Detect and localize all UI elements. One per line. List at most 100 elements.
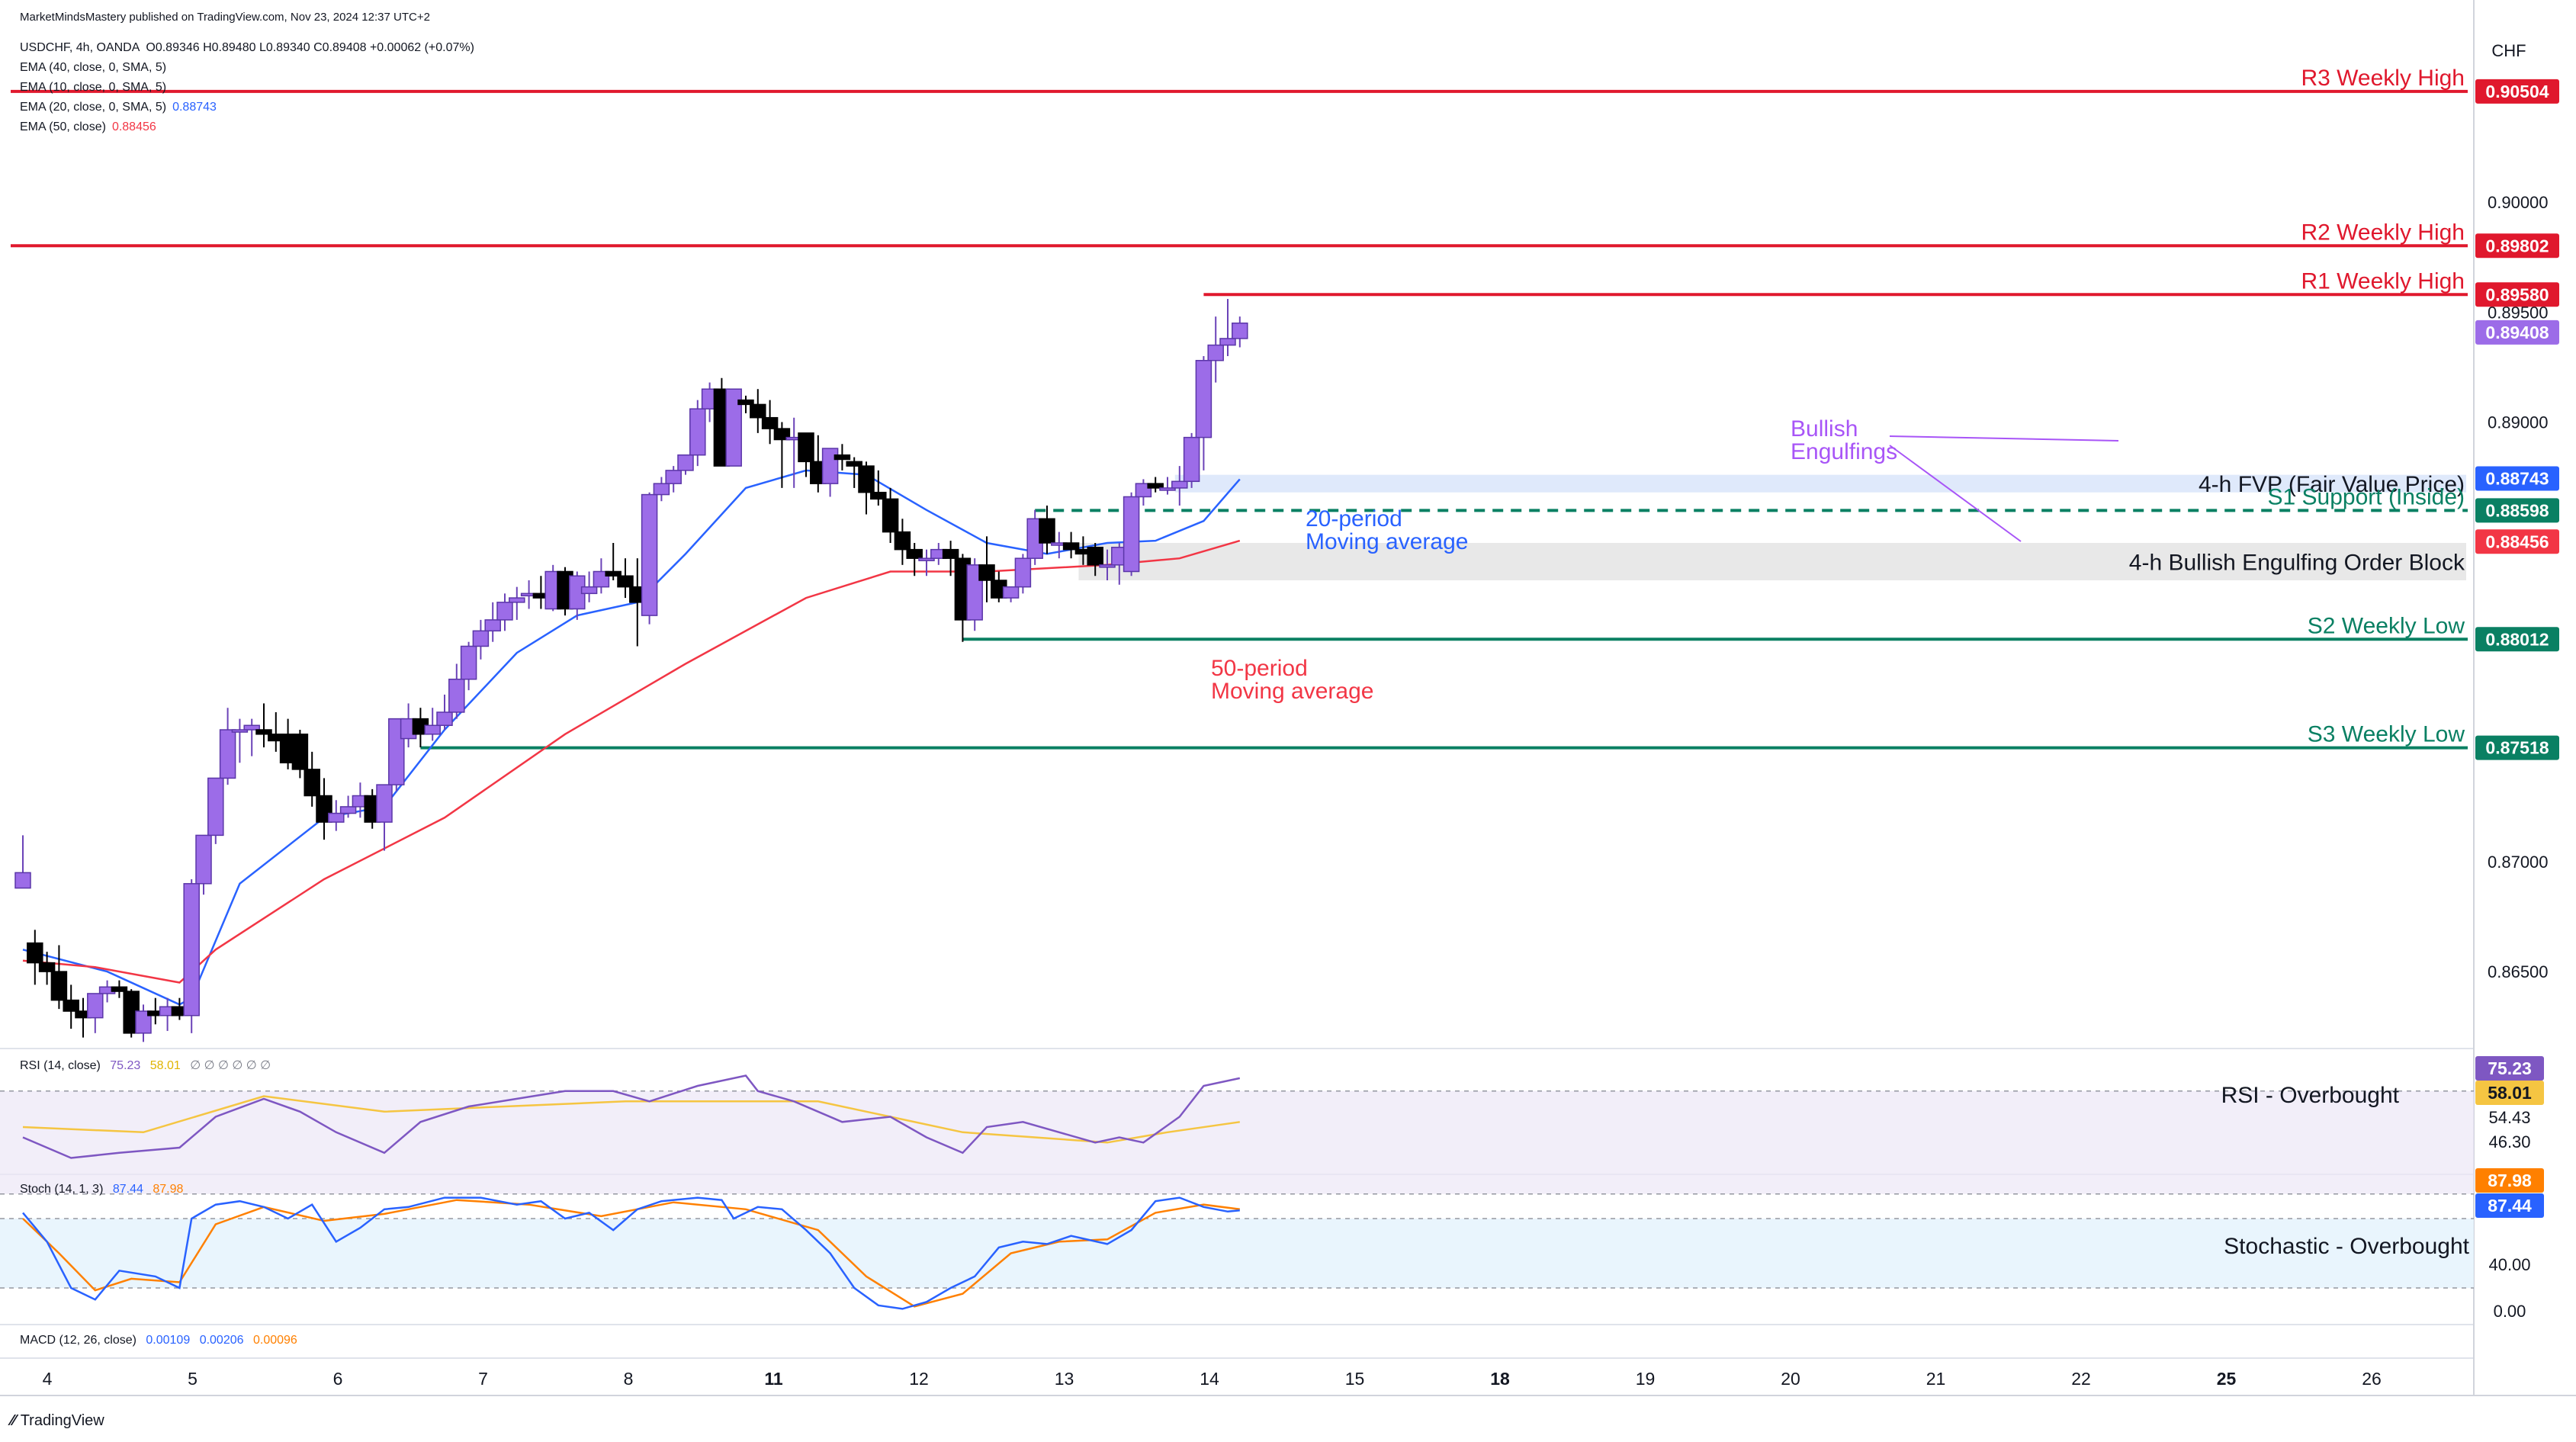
time-tick-4: 8 [624,1369,634,1389]
stoch-overbought-label: Stochastic - Overbought [2224,1234,2469,1259]
stoch-axis-label-2: 40.00 [2488,1255,2530,1274]
candle-body [725,388,742,467]
level-label-4: S2 Weekly Low [2308,613,2465,638]
indicator-2[interactable]: EMA (20, close, 0, SMA, 5) 0.88743 [20,99,223,116]
candle-body [255,729,272,735]
level-label-5: S3 Weekly Low [2308,722,2465,747]
symbol: USDCHF, 4h, OANDA [20,41,140,54]
level-price-tag-5-bg [2475,735,2559,760]
candle-body [388,718,405,785]
stoch-title: Stoch (14, 1, 3) [20,1183,104,1196]
time-tick-3: 7 [478,1369,488,1389]
indicator-1[interactable]: EMA (10, close, 0, SMA, 5) [20,79,178,96]
time-tick-5: 11 [764,1369,783,1389]
indicator-3[interactable]: EMA (50, close) 0.88456 [20,119,162,136]
publisher-line: MarketMindsMastery published on TradingV… [20,11,430,24]
price-tag-0-bg [2475,320,2559,345]
time-tick-13: 21 [1926,1369,1946,1389]
candle-body [918,557,935,561]
stoch-k-value: 87.44 [112,1183,143,1196]
level-price-tag-2: 0.89580 [2485,284,2549,304]
price-tick-4: 0.86500 [2488,962,2549,981]
ema50-label-2: Moving average [1211,679,1373,704]
level-price-tag-5: 0.87518 [2485,738,2549,758]
candle-body [436,711,453,727]
stoch-d-value: 87.98 [153,1183,184,1196]
candle-body [1159,487,1176,491]
candle-body [834,454,851,461]
rsi-axis-label-1: 58.01 [2488,1083,2532,1103]
candle-body [1099,564,1116,568]
rsi-band [0,1090,2474,1194]
time-tick-6: 12 [909,1369,929,1389]
candle-body [472,630,490,647]
candle-body [339,806,357,814]
candle-body [846,461,862,467]
level-label-0: R3 Weekly High [2301,66,2465,91]
zone-1 [1078,543,2466,581]
candle-body [580,586,598,595]
candle-body [111,986,128,992]
candle-body [1171,480,1188,489]
stoch-k-line [22,1196,1240,1310]
candle-body [135,1010,152,1034]
candle-body [1232,322,1248,339]
indicator-label: EMA (40, close, 0, SMA, 5) [20,61,167,74]
candle-body [641,493,658,616]
candle-body [207,777,224,837]
candle-body [304,769,320,797]
time-tick-16: 26 [2362,1369,2382,1389]
indicator-0[interactable]: EMA (40, close, 0, SMA, 5) [20,59,178,76]
candle-body [1219,338,1236,346]
level-price-tag-1-bg [2475,233,2559,259]
time-tick-11: 19 [1636,1369,1656,1389]
zones: 4-h FVP (Fair Value Price) 4-h Bullish En… [1078,472,2466,581]
stoch-tag-bg-0 [2475,1168,2544,1193]
ema20-label-1: 20-period [1306,506,1402,532]
indicator-value: 0.88743 [172,101,217,114]
price-tag-2: 0.88456 [2485,532,2549,551]
stoch-axis-label-0: 87.98 [2488,1171,2532,1190]
stoch-header[interactable]: Stoch (14, 1, 3) 87.44 87.98 [20,1183,183,1196]
candle-body [291,734,309,770]
time-tick-10: 18 [1490,1369,1510,1389]
stoch-pane: Stochastic - Overbought 87.98 87.44 40.00 0.… [0,1168,2544,1321]
level-price-tag-3: 0.88598 [2485,500,2549,520]
level-price-tag-4-bg [2475,627,2559,652]
rsi-ma-value: 58.01 [149,1059,181,1072]
candle-body [1062,542,1080,551]
candle-body [328,812,345,823]
macd-hist-value: 0.00096 [252,1334,297,1347]
ema50-label-1: 50-period [1211,656,1308,681]
time-tick-0: 4 [43,1369,53,1389]
rsi-header[interactable]: RSI (14, close) 75.23 58.01 ∅ ∅ ∅ ∅ ∅ ∅ [20,1058,271,1073]
macd-header[interactable]: MACD (12, 26, close) 0.00109 0.00206 0.0… [20,1334,297,1347]
level-price-tag-0: 0.90504 [2485,82,2549,101]
tradingview-logo[interactable]: ⁄⁄ TradingView [11,1412,104,1430]
rsi-axis-label-3: 46.30 [2488,1132,2530,1151]
candle-body [966,564,983,621]
candle-body [689,408,706,456]
bullish-arrow-2 [1889,445,2022,542]
symbol-line: USDCHF, 4h, OANDA O0.89346 H0.89480 L0.89… [20,40,480,56]
level-price-tag-1: 0.89802 [2485,236,2549,255]
candle-body [773,428,791,441]
ema50-line [22,539,1241,984]
rsi-tag-bg-0 [2475,1056,2544,1081]
moving-averages [22,469,1241,1006]
indicator-label: EMA (10, close, 0, SMA, 5) [20,81,167,94]
footer-label: TradingView [20,1412,104,1429]
axes: CHF0.900000.895000.890000.870000.865000.… [43,41,2559,1389]
level-price-tag-3-bg [2475,498,2559,523]
tradingview-icon: ⁄⁄ [11,1412,16,1429]
candle-body [605,570,622,576]
levels: R3 Weekly High R2 Weekly High R1 Weekly Hi… [11,66,2468,750]
price-tick-0: 0.90000 [2488,193,2549,212]
indicator-label: EMA (20, close, 0, SMA, 5) [20,101,167,114]
candle-body [1087,547,1103,566]
candle-body [1123,496,1140,573]
candle-body [460,645,477,680]
candle-body [183,883,200,1016]
level-price-tag-4: 0.88012 [2485,629,2549,649]
